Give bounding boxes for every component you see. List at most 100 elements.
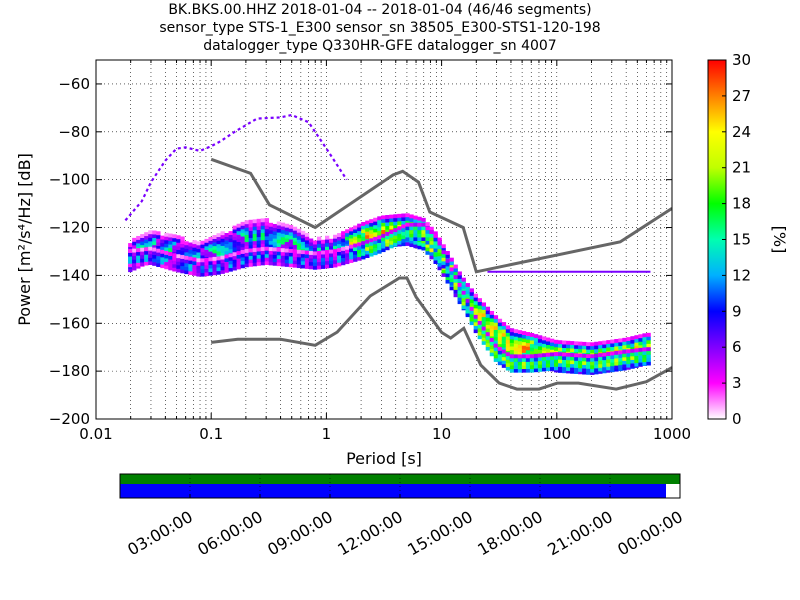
heatmap-cell [393, 238, 398, 243]
heatmap-cell [224, 236, 229, 241]
heatmap-cell [316, 258, 322, 263]
heatmap-cell [622, 341, 627, 346]
heatmap-cell [634, 342, 639, 347]
heatmap-cell [517, 368, 523, 373]
heatmap-cell [280, 226, 286, 231]
heatmap-cell [389, 214, 394, 219]
heatmap-cell [385, 246, 390, 251]
heatmap-cell [505, 359, 511, 364]
heatmap-cell [316, 247, 322, 252]
heatmap-cell [365, 246, 370, 251]
heatmap-cell [369, 245, 374, 250]
heatmap-cell [642, 347, 647, 352]
heatmap-cell [329, 253, 334, 258]
heatmap-cell [216, 236, 221, 241]
colorbar-tick-label: 3 [732, 374, 742, 392]
heatmap-cell [220, 238, 225, 243]
heatmap-cell [312, 240, 318, 245]
outlier-psd-trace [124, 113, 348, 222]
heatmap-cell [324, 242, 330, 247]
heatmap-cell [248, 244, 253, 249]
heatmap-cell [184, 248, 189, 253]
heatmap-cell [204, 238, 209, 243]
heatmap-cell [361, 255, 366, 260]
heatmap-cell [148, 230, 153, 235]
heatmap-cell [509, 342, 515, 347]
heatmap-cell [337, 240, 342, 245]
heatmap-cell [525, 354, 531, 359]
heatmap-cell [517, 337, 523, 342]
heatmap-cell [324, 246, 330, 251]
heatmap-cell [566, 356, 571, 361]
heatmap-cell [168, 237, 173, 242]
heatmap-cell [493, 358, 499, 362]
heatmap-cell [489, 325, 495, 330]
heatmap-cell [582, 357, 587, 362]
heatmap-cell [489, 318, 495, 323]
heatmap-cell [369, 226, 374, 231]
heatmap-cell [505, 355, 511, 360]
heatmap-cell [312, 251, 318, 256]
heatmap-cell [425, 233, 430, 238]
heatmap-cell [164, 247, 169, 252]
heatmap-cell [373, 244, 378, 248]
heatmap-cell [132, 237, 137, 242]
heatmap-cell [152, 251, 157, 256]
heatmap-cell [369, 249, 374, 253]
heatmap-cell [493, 340, 499, 345]
heatmap-cell [477, 324, 482, 329]
heatmap-cell [136, 264, 141, 269]
heatmap-cell [429, 251, 434, 256]
heatmap-cell [393, 235, 398, 240]
heatmap-cell [256, 254, 262, 259]
heatmap-cell [236, 234, 241, 239]
y-tick-label: −200 [49, 410, 90, 428]
heatmap-cell [333, 263, 338, 268]
heatmap-cell [240, 236, 245, 241]
heatmap-cell [373, 221, 378, 226]
heatmap-cell [541, 353, 547, 358]
heatmap-cell [642, 351, 647, 355]
heatmap-cell [582, 341, 587, 346]
heatmap-cell [505, 352, 511, 357]
heatmap-cell [160, 257, 165, 261]
heatmap-cell [409, 229, 414, 234]
heatmap-cell [192, 261, 197, 265]
heatmap-cell [200, 240, 205, 245]
heatmap-cell [288, 242, 294, 247]
heatmap-cell [517, 354, 523, 359]
heatmap-cell [537, 335, 543, 340]
heatmap-cell [244, 248, 249, 253]
heatmap-cell [152, 237, 157, 242]
heatmap-cell [397, 217, 402, 222]
heatmap-cell [280, 222, 286, 227]
heatmap-cell [304, 257, 310, 262]
heatmap-cell [292, 226, 298, 231]
heatmap-cell [590, 361, 595, 366]
heatmap-cell [618, 357, 623, 362]
heatmap-cell [493, 325, 499, 330]
heatmap-cell [208, 261, 213, 265]
heatmap-cell [256, 247, 262, 252]
heatmap-cell [168, 240, 173, 245]
heatmap-cell [200, 247, 205, 252]
heatmap-cell [413, 240, 418, 245]
heatmap-cell [461, 284, 466, 289]
heatmap-cell [509, 349, 515, 354]
heatmap-cell [529, 357, 535, 362]
heatmap-cell [212, 253, 217, 257]
heatmap-cell [260, 236, 266, 241]
heatmap-cell [549, 349, 555, 354]
heatmap-cell [296, 260, 302, 265]
heatmap-cell [240, 264, 245, 269]
heatmap-cell [590, 354, 595, 359]
heatmap-cell [614, 361, 619, 366]
heatmap-cell [204, 261, 209, 266]
x-axis-label: Period [s] [346, 449, 422, 468]
heatmap-cell [361, 244, 366, 249]
heatmap-cell [268, 247, 274, 251]
heatmap-cell [144, 235, 149, 240]
heatmap-cell [349, 238, 354, 243]
heatmap-cell [389, 244, 394, 249]
heatmap-cell [562, 347, 567, 352]
